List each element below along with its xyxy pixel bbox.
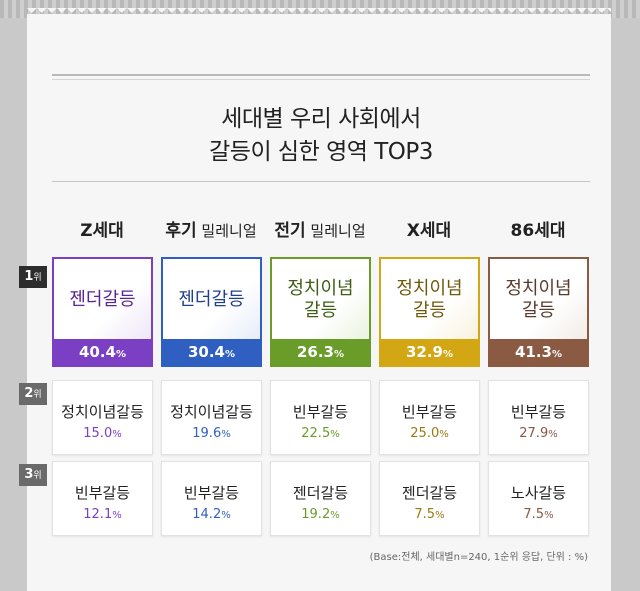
title-line-2: 갈등이 심한 영역 TOP3 — [209, 139, 433, 165]
cell-label: 정치이념 갈등 — [287, 278, 354, 321]
cell-label: 정치이념 갈등 — [505, 278, 572, 321]
cell-value: 19.6% — [192, 426, 231, 441]
cell-value: 27.9% — [519, 426, 558, 441]
cell-label: 노사갈등 — [510, 484, 567, 502]
cell-value: 22.5% — [301, 426, 340, 441]
cell-label: 정치이념갈등 — [61, 403, 144, 421]
cell-label: 빈부갈등 — [292, 403, 349, 421]
rank-cell: 젠더갈등 19.2% — [270, 461, 371, 536]
top-rank-cell: 젠더갈등 40.4% — [52, 257, 153, 367]
title-divider — [52, 181, 590, 182]
rank-label: 2위 — [19, 383, 47, 405]
generation-header: 전기 밀레니얼 — [264, 216, 376, 241]
cell-label: 젠더갈등 — [178, 289, 245, 310]
top-rule — [52, 74, 590, 76]
rank-cell: 정치이념갈등 15.0% — [52, 380, 153, 455]
generation-header: Z세대 — [46, 216, 158, 241]
generation-name: 86세대 — [510, 221, 566, 241]
rank-cell: 빈부갈등 22.5% — [270, 380, 371, 455]
footnote: (Base:전체, 세대별n=240, 1순위 응답, 단위 : %) — [369, 552, 588, 563]
cell-value: 14.2% — [192, 507, 231, 522]
rank-cell: 노사갈등 7.5% — [488, 461, 589, 536]
generation-name: X세대 — [406, 221, 452, 241]
rank-cell: 빈부갈등 25.0% — [379, 380, 480, 455]
rank-cell: 빈부갈등 12.1% — [52, 461, 153, 536]
rank-label: 1위 — [19, 266, 47, 288]
generation-name: 전기 — [274, 221, 306, 241]
cell-value: 41.3% — [490, 339, 587, 365]
generation-subname: 밀레니얼 — [305, 222, 366, 240]
generation-header: X세대 — [373, 216, 485, 241]
top-rank-cell: 정치이념 갈등 32.9% — [379, 257, 480, 367]
rank-cell: 빈부갈등 14.2% — [161, 461, 262, 536]
cell-value: 25.0% — [410, 426, 449, 441]
cell-value: 7.5% — [523, 507, 554, 522]
rank-cell: 젠더갈등 7.5% — [379, 461, 480, 536]
cell-value: 12.1% — [83, 507, 122, 522]
generation-header: 86세대 — [482, 216, 594, 241]
rank-cell: 빈부갈등 27.9% — [488, 380, 589, 455]
cell-value: 15.0% — [83, 426, 122, 441]
cell-value: 19.2% — [301, 507, 340, 522]
cell-value: 26.3% — [272, 339, 369, 365]
top-rank-cell: 정치이념 갈등 41.3% — [488, 257, 589, 367]
cell-label: 정치이념 갈등 — [396, 278, 463, 321]
generation-name: Z세대 — [80, 221, 124, 241]
generation-name: 후기 — [165, 221, 197, 241]
title-line-1: 세대별 우리 사회에서 — [221, 106, 421, 132]
rank-cell: 정치이념갈등 19.6% — [161, 380, 262, 455]
top-rule-secondary — [52, 79, 590, 80]
cell-value: 30.4% — [163, 339, 260, 365]
cell-label: 빈부갈등 — [401, 403, 458, 421]
cell-label: 정치이념갈등 — [170, 403, 253, 421]
generation-subname: 밀레니얼 — [196, 222, 257, 240]
cell-label: 젠더갈등 — [69, 289, 136, 310]
cell-value: 32.9% — [381, 339, 478, 365]
cell-value: 40.4% — [54, 339, 151, 365]
cell-label: 빈부갈등 — [74, 484, 131, 502]
card-torn-edge — [27, 8, 611, 18]
cell-label: 젠더갈등 — [401, 484, 458, 502]
cell-label: 빈부갈등 — [510, 403, 567, 421]
cell-label: 빈부갈등 — [183, 484, 240, 502]
top-rank-cell: 정치이념 갈등 26.3% — [270, 257, 371, 367]
generation-header: 후기 밀레니얼 — [155, 216, 267, 241]
cell-label: 젠더갈등 — [292, 484, 349, 502]
cell-value: 7.5% — [414, 507, 445, 522]
rank-label: 3위 — [19, 464, 47, 486]
top-rank-cell: 젠더갈등 30.4% — [161, 257, 262, 367]
chart-title: 세대별 우리 사회에서 갈등이 심한 영역 TOP3 — [52, 103, 590, 169]
